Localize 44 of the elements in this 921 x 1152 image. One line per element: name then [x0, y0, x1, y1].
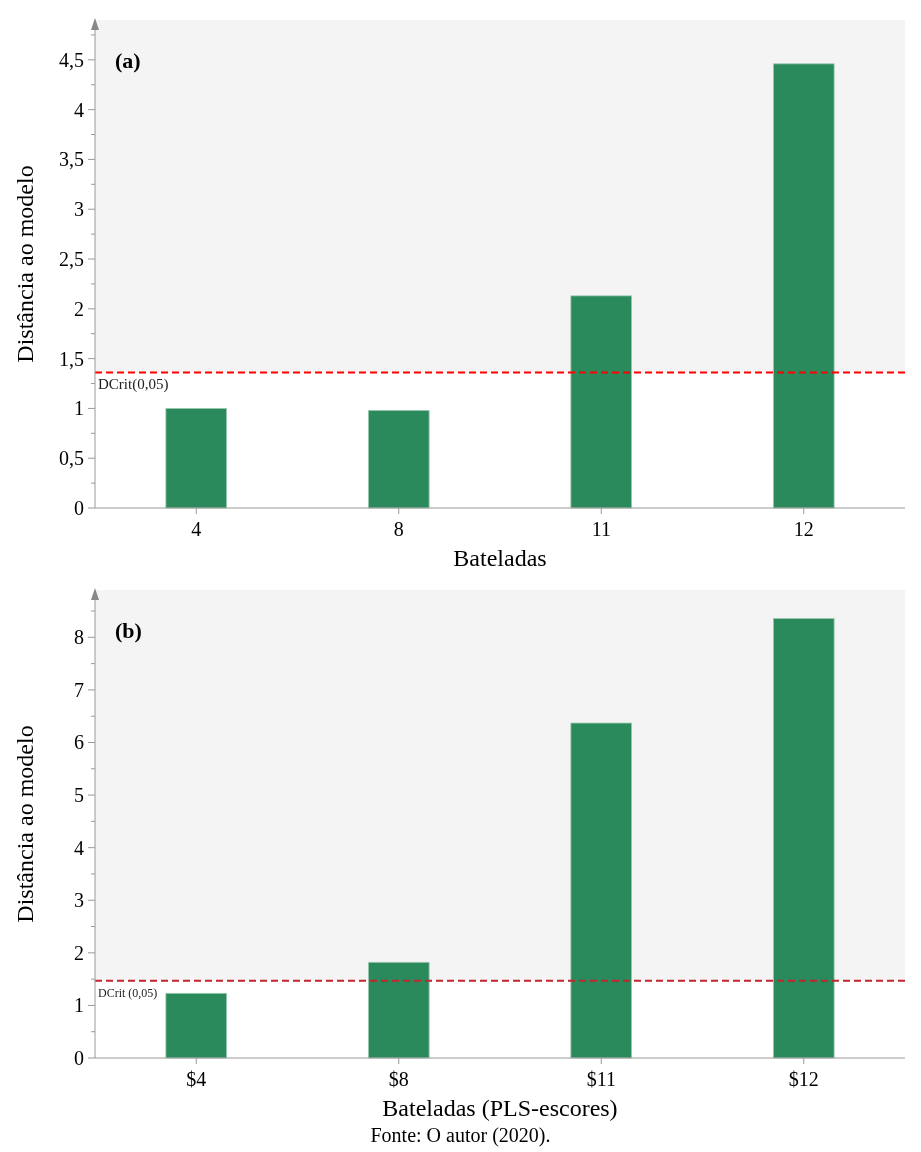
y-tick-label: 6	[74, 731, 84, 754]
ref-line-label: DCrit(0,05)	[98, 375, 169, 393]
y-tick-label: 2	[74, 297, 84, 320]
x-tick-label: 12	[793, 518, 814, 540]
x-tick-label: $8	[388, 1068, 409, 1090]
x-tick-label: 11	[591, 518, 611, 540]
y-tick-label: 2,5	[59, 248, 84, 271]
ref-line-label: DCrit (0,05)	[98, 985, 158, 1000]
y-tick-label: 0	[74, 497, 84, 519]
bar	[772, 618, 835, 1059]
y-tick-label: 7	[74, 678, 84, 701]
y-tick-label: 4	[74, 98, 84, 121]
y-tick-label: 3,5	[59, 148, 84, 171]
y-tick-label: 4,5	[59, 48, 84, 71]
source-note: Fonte: O autor (2020).	[369, 1124, 552, 1147]
bar	[570, 722, 633, 1059]
x-tick-label: 4	[191, 518, 202, 540]
y-tick-label: 5	[74, 784, 84, 807]
y-tick-label: 0,5	[59, 447, 84, 470]
y-tick-label: 4	[74, 836, 84, 859]
y-axis-title: Distância ao modelo	[12, 165, 38, 363]
y-tick-label: 3	[74, 889, 84, 912]
bar	[570, 295, 633, 509]
y-tick-label: 0	[74, 1047, 84, 1069]
y-tick-label: 3	[74, 198, 84, 221]
text: (a)	[115, 48, 141, 73]
y-tick-label: 8	[74, 626, 84, 649]
y-tick-label: 1	[74, 397, 84, 420]
x-tick-label: $4	[186, 1068, 207, 1090]
x-axis-title: Bateladas (PLS-escores)	[382, 1095, 618, 1121]
bar	[367, 961, 430, 1059]
x-axis-title: Bateladas	[453, 545, 547, 571]
bar	[165, 992, 228, 1059]
x-tick-label: 8	[393, 518, 404, 540]
bar	[367, 410, 430, 509]
y-tick-label: 2	[74, 941, 84, 964]
bar	[165, 408, 228, 509]
y-axis-title: Distância ao modelo	[12, 725, 38, 923]
x-tick-label: $11	[586, 1068, 616, 1090]
bar	[772, 63, 835, 509]
x-tick-label: $12	[788, 1068, 819, 1090]
text: (b)	[115, 618, 142, 643]
y-tick-label: 1,5	[59, 347, 84, 370]
y-tick-label: 1	[74, 994, 84, 1017]
